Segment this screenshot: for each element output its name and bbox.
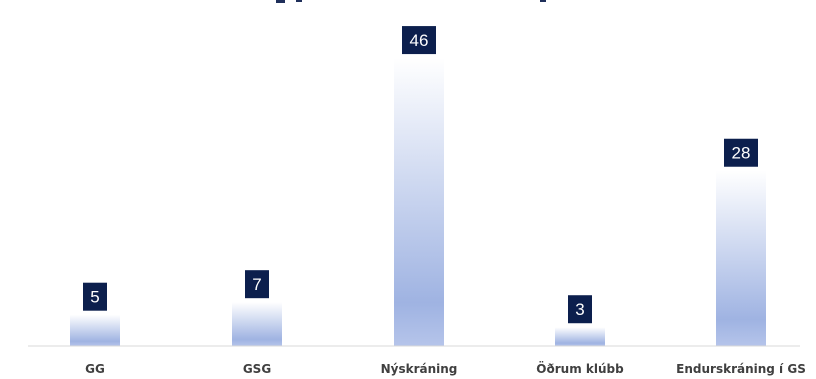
value-label-box	[83, 282, 107, 311]
value-label-0: 5	[83, 282, 107, 311]
category-label-2: Nýskráning	[381, 362, 458, 376]
value-label-text: 7	[252, 275, 261, 294]
value-label-3: 3	[568, 295, 592, 324]
value-label-1: 7	[245, 270, 269, 299]
value-label-4: 28	[724, 138, 758, 167]
value-label-box	[568, 295, 592, 324]
value-label-text: 3	[575, 300, 584, 319]
value-label-text: 46	[410, 31, 429, 50]
category-labels: GG GSG Nýskráning Öðrum klúbb Endurskráning …	[85, 361, 806, 376]
bar-0	[70, 314, 120, 346]
category-label-4: Endurskráning í GS	[676, 362, 806, 376]
bar-4	[716, 170, 766, 346]
category-label-3: Öðrum klúbb	[536, 361, 624, 376]
value-label-box	[402, 26, 436, 55]
bar-3	[555, 327, 605, 346]
value-label-text: 5	[90, 288, 99, 307]
value-label-2: 46	[402, 26, 436, 55]
bar-1	[232, 302, 282, 346]
category-label-0: GG	[85, 362, 105, 376]
bars	[70, 58, 766, 346]
value-label-box	[245, 270, 269, 299]
value-labels: 5 7 46 3 28	[83, 26, 758, 324]
category-label-1: GSG	[243, 362, 271, 376]
bar-2	[394, 58, 444, 346]
value-label-text: 28	[732, 144, 751, 163]
title-fragment	[276, 0, 546, 3]
value-label-box	[724, 138, 758, 167]
